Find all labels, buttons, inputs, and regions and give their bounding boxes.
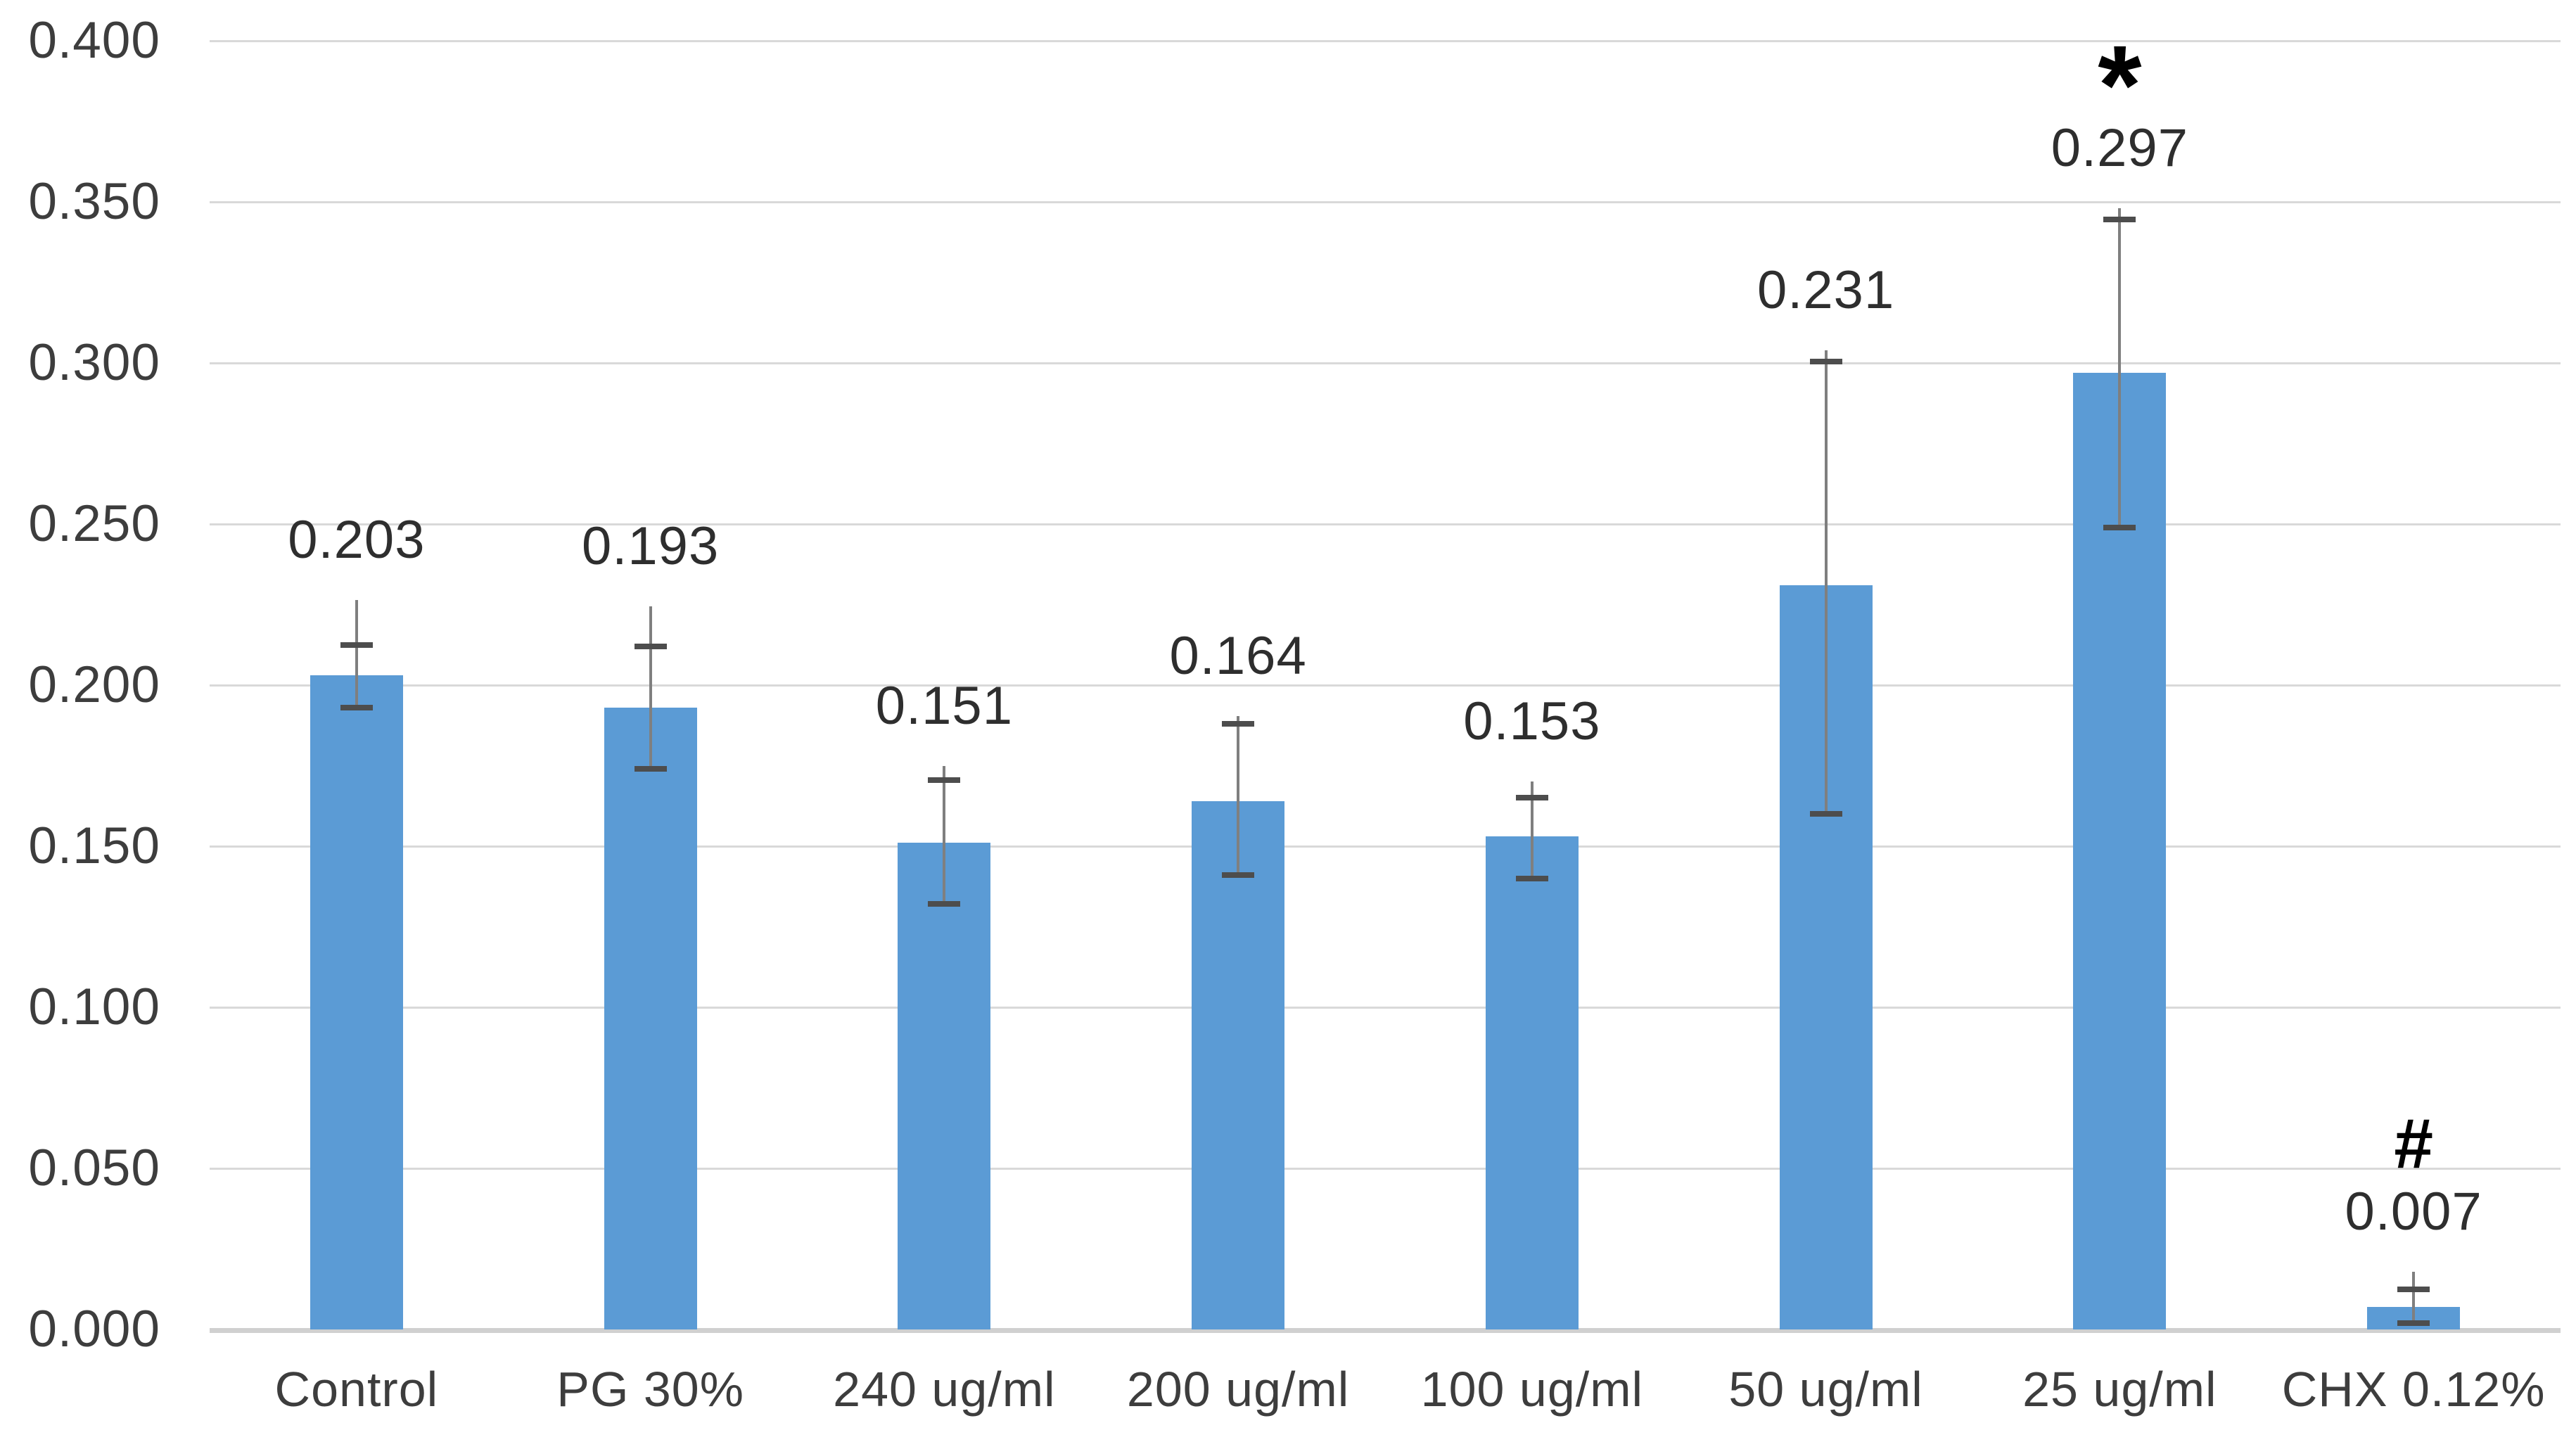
error-bar-cap-top (634, 644, 667, 650)
data-label: 0.151 (875, 675, 1013, 736)
gridline (210, 845, 2561, 848)
bar (2073, 372, 2167, 1329)
error-bar-cap-top (928, 777, 961, 784)
error-bar-cap-bottom (2397, 1320, 2430, 1326)
error-bar-line (1824, 350, 1828, 815)
error-bar-cap-top (2103, 217, 2136, 223)
error-bar-cap-bottom (1222, 872, 1255, 879)
error-bar-line (649, 606, 652, 770)
data-label: 0.164 (1169, 625, 1307, 686)
error-bar-line (1530, 781, 1534, 879)
significance-annotation: * (2098, 22, 2142, 148)
bar (604, 708, 697, 1329)
error-bar-cap-top (1809, 358, 1842, 364)
y-axis-tick-label: 0.150 (28, 817, 160, 874)
bar (310, 675, 403, 1329)
bar (898, 843, 991, 1329)
gridline (210, 684, 2561, 687)
error-bar-cap-bottom (634, 766, 667, 772)
error-bar-cap-bottom (340, 705, 373, 711)
error-bar-cap-bottom (1515, 875, 1548, 881)
error-bar-line (2118, 208, 2122, 528)
y-axis-tick-label: 0.300 (28, 334, 160, 391)
gridline (210, 1167, 2561, 1170)
y-axis-tick-label: 0.050 (28, 1140, 160, 1197)
bar (1192, 800, 1285, 1329)
error-bar-cap-bottom (928, 901, 961, 907)
gridline (210, 1006, 2561, 1009)
x-axis-tick-label: 100 ug/ml (1420, 1362, 1644, 1417)
y-axis-tick-label: 0.400 (28, 12, 160, 69)
error-bar-line (355, 599, 358, 708)
data-label: 0.007 (2345, 1181, 2482, 1242)
error-bar-cap-top (1222, 720, 1255, 727)
data-label: 0.193 (582, 516, 720, 576)
x-axis-tick-label: PG 30% (556, 1362, 744, 1417)
y-axis-tick-label: 0.000 (28, 1301, 160, 1358)
error-bar-line (1237, 715, 1240, 876)
error-bar-cap-bottom (1809, 811, 1842, 817)
y-axis-tick-label: 0.200 (28, 656, 160, 713)
x-axis-tick-label: 240 ug/ml (833, 1362, 1056, 1417)
x-axis-tick-label: Control (274, 1362, 439, 1417)
gridline (210, 523, 2561, 525)
x-axis-tick-label: 25 ug/ml (2022, 1362, 2217, 1417)
gridline (210, 200, 2561, 203)
data-label: 0.203 (288, 509, 426, 570)
error-bar-line (2412, 1271, 2416, 1323)
significance-annotation: # (2394, 1104, 2433, 1183)
x-axis-tick-label: CHX 0.12% (2281, 1362, 2546, 1417)
error-bar-cap-bottom (2103, 524, 2136, 530)
error-bar-line (943, 765, 946, 905)
y-axis-tick-label: 0.350 (28, 173, 160, 230)
bar (1485, 836, 1579, 1329)
x-axis-tick-label: 200 ug/ml (1126, 1362, 1350, 1417)
gridline (210, 39, 2561, 42)
data-label: 0.297 (2051, 118, 2188, 179)
data-label: 0.231 (1757, 260, 1895, 320)
data-label: 0.153 (1463, 691, 1601, 752)
error-bar-cap-top (340, 642, 373, 648)
gridline (210, 362, 2561, 364)
y-axis-tick-label: 0.250 (28, 495, 160, 552)
y-axis-tick-label: 0.100 (28, 978, 160, 1035)
error-bar-cap-top (2397, 1286, 2430, 1292)
x-axis-tick-label: 50 ug/ml (1728, 1362, 1923, 1417)
error-bar-cap-top (1515, 795, 1548, 801)
x-axis-line (210, 1328, 2561, 1333)
